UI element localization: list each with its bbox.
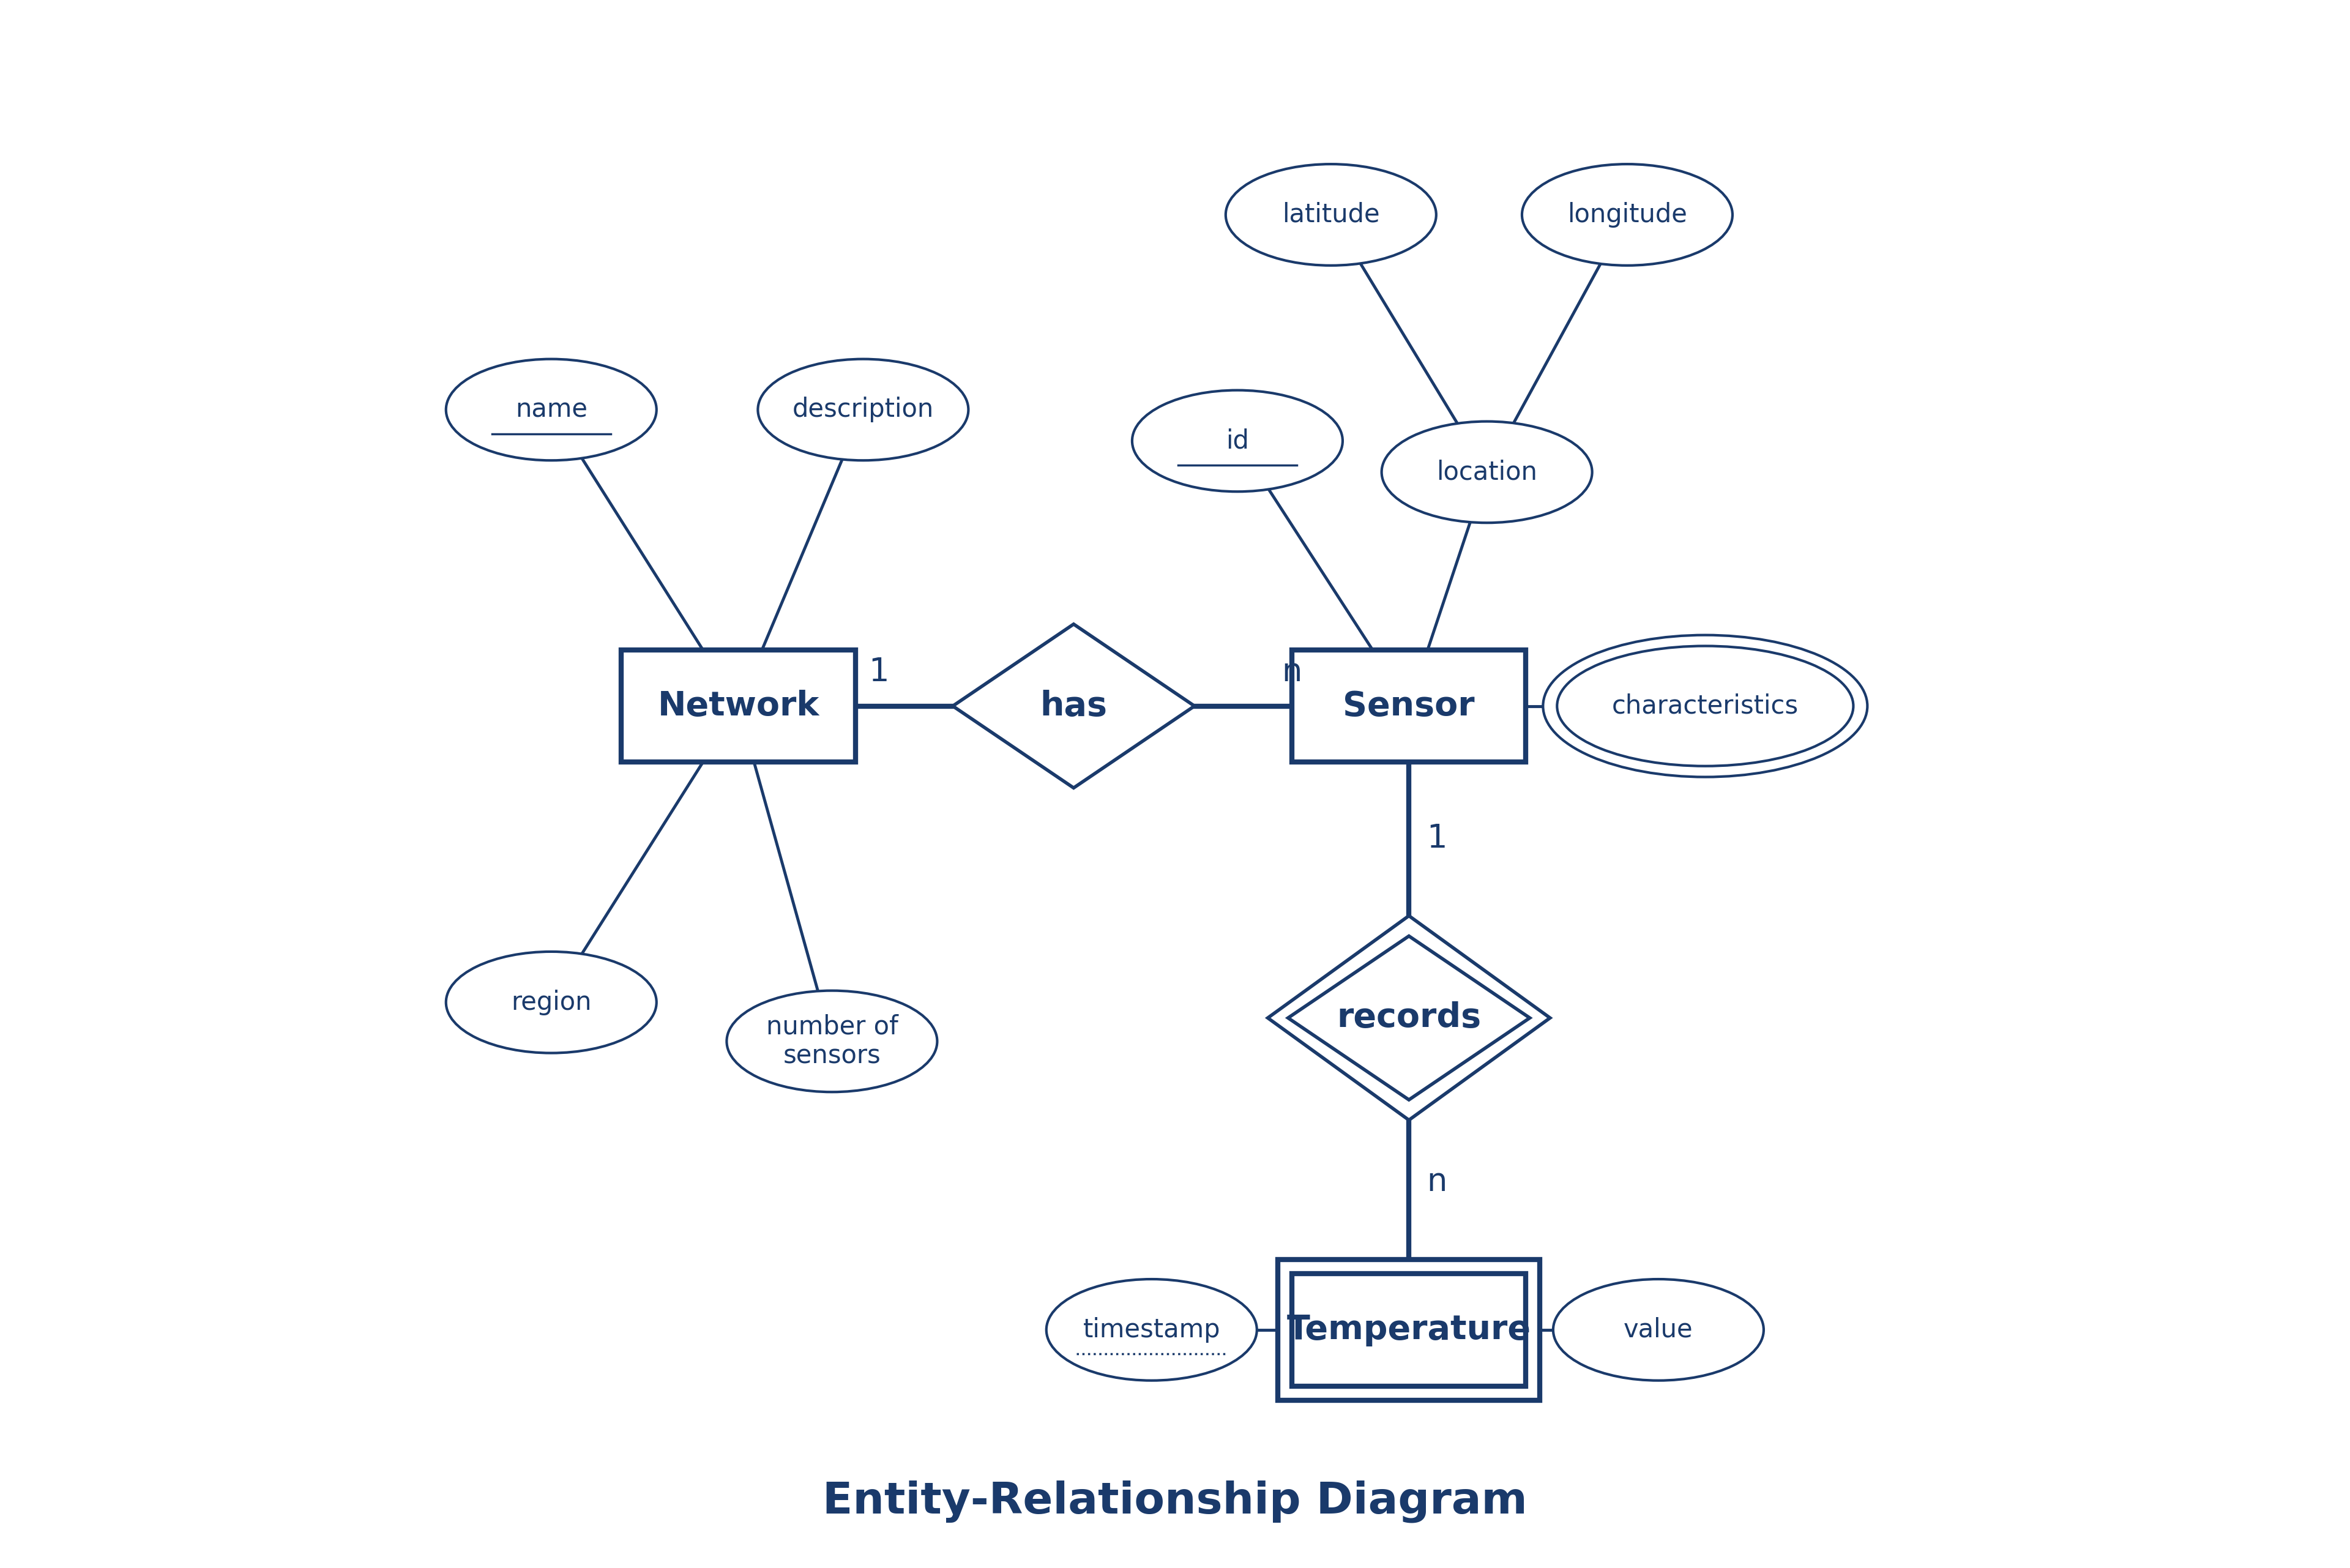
Text: Temperature: Temperature bbox=[1288, 1314, 1530, 1347]
Ellipse shape bbox=[1133, 390, 1342, 492]
Ellipse shape bbox=[446, 952, 656, 1054]
FancyBboxPatch shape bbox=[1278, 1259, 1539, 1400]
Ellipse shape bbox=[1046, 1279, 1257, 1380]
Text: records: records bbox=[1337, 1002, 1480, 1035]
Text: region: region bbox=[510, 989, 592, 1014]
Text: number of
sensors: number of sensors bbox=[766, 1013, 898, 1069]
Text: value: value bbox=[1624, 1317, 1694, 1342]
Text: description: description bbox=[792, 397, 933, 422]
Ellipse shape bbox=[1544, 635, 1868, 778]
Text: location: location bbox=[1436, 459, 1537, 485]
Text: 1: 1 bbox=[869, 655, 888, 688]
Text: 1: 1 bbox=[1426, 823, 1448, 855]
Ellipse shape bbox=[726, 991, 938, 1091]
Text: Entity-Relationship Diagram: Entity-Relationship Diagram bbox=[822, 1480, 1528, 1523]
Text: Sensor: Sensor bbox=[1342, 690, 1476, 723]
Text: n: n bbox=[1281, 655, 1302, 688]
Text: latitude: latitude bbox=[1283, 202, 1379, 227]
Ellipse shape bbox=[757, 359, 968, 461]
Text: has: has bbox=[1041, 690, 1107, 723]
Ellipse shape bbox=[1523, 165, 1732, 265]
Text: characteristics: characteristics bbox=[1612, 693, 1798, 718]
Ellipse shape bbox=[1227, 165, 1436, 265]
Ellipse shape bbox=[446, 359, 656, 461]
Ellipse shape bbox=[1553, 1279, 1762, 1380]
Text: timestamp: timestamp bbox=[1083, 1317, 1220, 1342]
Ellipse shape bbox=[1382, 422, 1593, 522]
Polygon shape bbox=[1288, 936, 1530, 1099]
Text: id: id bbox=[1227, 428, 1248, 453]
Polygon shape bbox=[952, 624, 1194, 787]
Text: name: name bbox=[515, 397, 588, 422]
FancyBboxPatch shape bbox=[1292, 1273, 1525, 1386]
FancyBboxPatch shape bbox=[620, 649, 855, 762]
Text: longitude: longitude bbox=[1567, 202, 1687, 227]
Polygon shape bbox=[1267, 916, 1551, 1120]
Ellipse shape bbox=[1558, 646, 1854, 767]
FancyBboxPatch shape bbox=[1292, 649, 1525, 762]
Text: n: n bbox=[1426, 1165, 1448, 1198]
Text: Network: Network bbox=[658, 690, 820, 723]
